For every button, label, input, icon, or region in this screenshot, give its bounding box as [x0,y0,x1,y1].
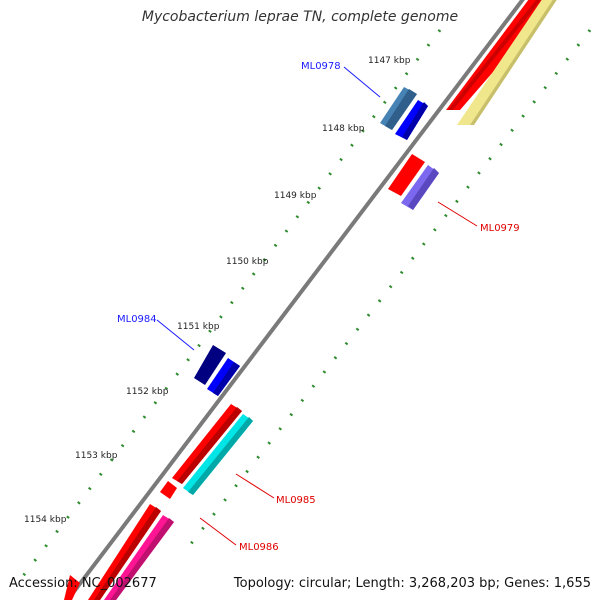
tick-label: 1148 kbp [322,124,365,134]
gene-label-ml0986: ML0986 [239,542,279,553]
callout-ml0978 [343,66,381,98]
tick-label: 1154 kbp [24,515,67,525]
callout-ml0986 [199,517,237,546]
tick-label: 1149 kbp [274,191,317,201]
tick-label: 1152 kbp [126,387,169,397]
gene-arrow [470,0,557,125]
callout-ml0984 [156,319,195,351]
gene-arrow [388,154,425,196]
tick-label: 1153 kbp [75,451,118,461]
tick-label: 1151 kbp [177,322,220,332]
gene-arrow [94,507,161,600]
inner-tick-track [188,29,592,546]
gene-arrow [64,575,80,600]
gene-label-ml0984: ML0984 [117,314,157,325]
genome-summary: Topology: circular; Length: 3,268,203 bp… [233,576,591,591]
callout-ml0985 [235,473,275,499]
tick-label: 1150 kbp [226,257,269,267]
gene-ml0984 [194,345,226,385]
map-title: Mycobacterium leprae TN, complete genome [141,9,459,25]
outer-tick-track [18,29,442,581]
gene-arrow [160,481,177,499]
gene-arrow [188,417,253,495]
genome-backbone [65,0,525,600]
gene-arrow [408,168,439,210]
gene-arrow [110,518,174,600]
gene-arrow [448,0,541,110]
gene-arrow [385,89,417,130]
callout-ml0979 [437,201,478,227]
gene-arrow [213,362,240,396]
gene-arrow [177,407,242,484]
tick-label: 1147 kbp [368,56,411,66]
gene-label-ml0979: ML0979 [480,223,520,234]
accession-label: Accession: NC_002677 [9,576,157,591]
gene-label-ml0985: ML0985 [276,495,316,506]
gene-arrow [402,102,428,140]
gene-label-ml0978: ML0978 [301,61,341,72]
gene-arrow [457,0,554,125]
